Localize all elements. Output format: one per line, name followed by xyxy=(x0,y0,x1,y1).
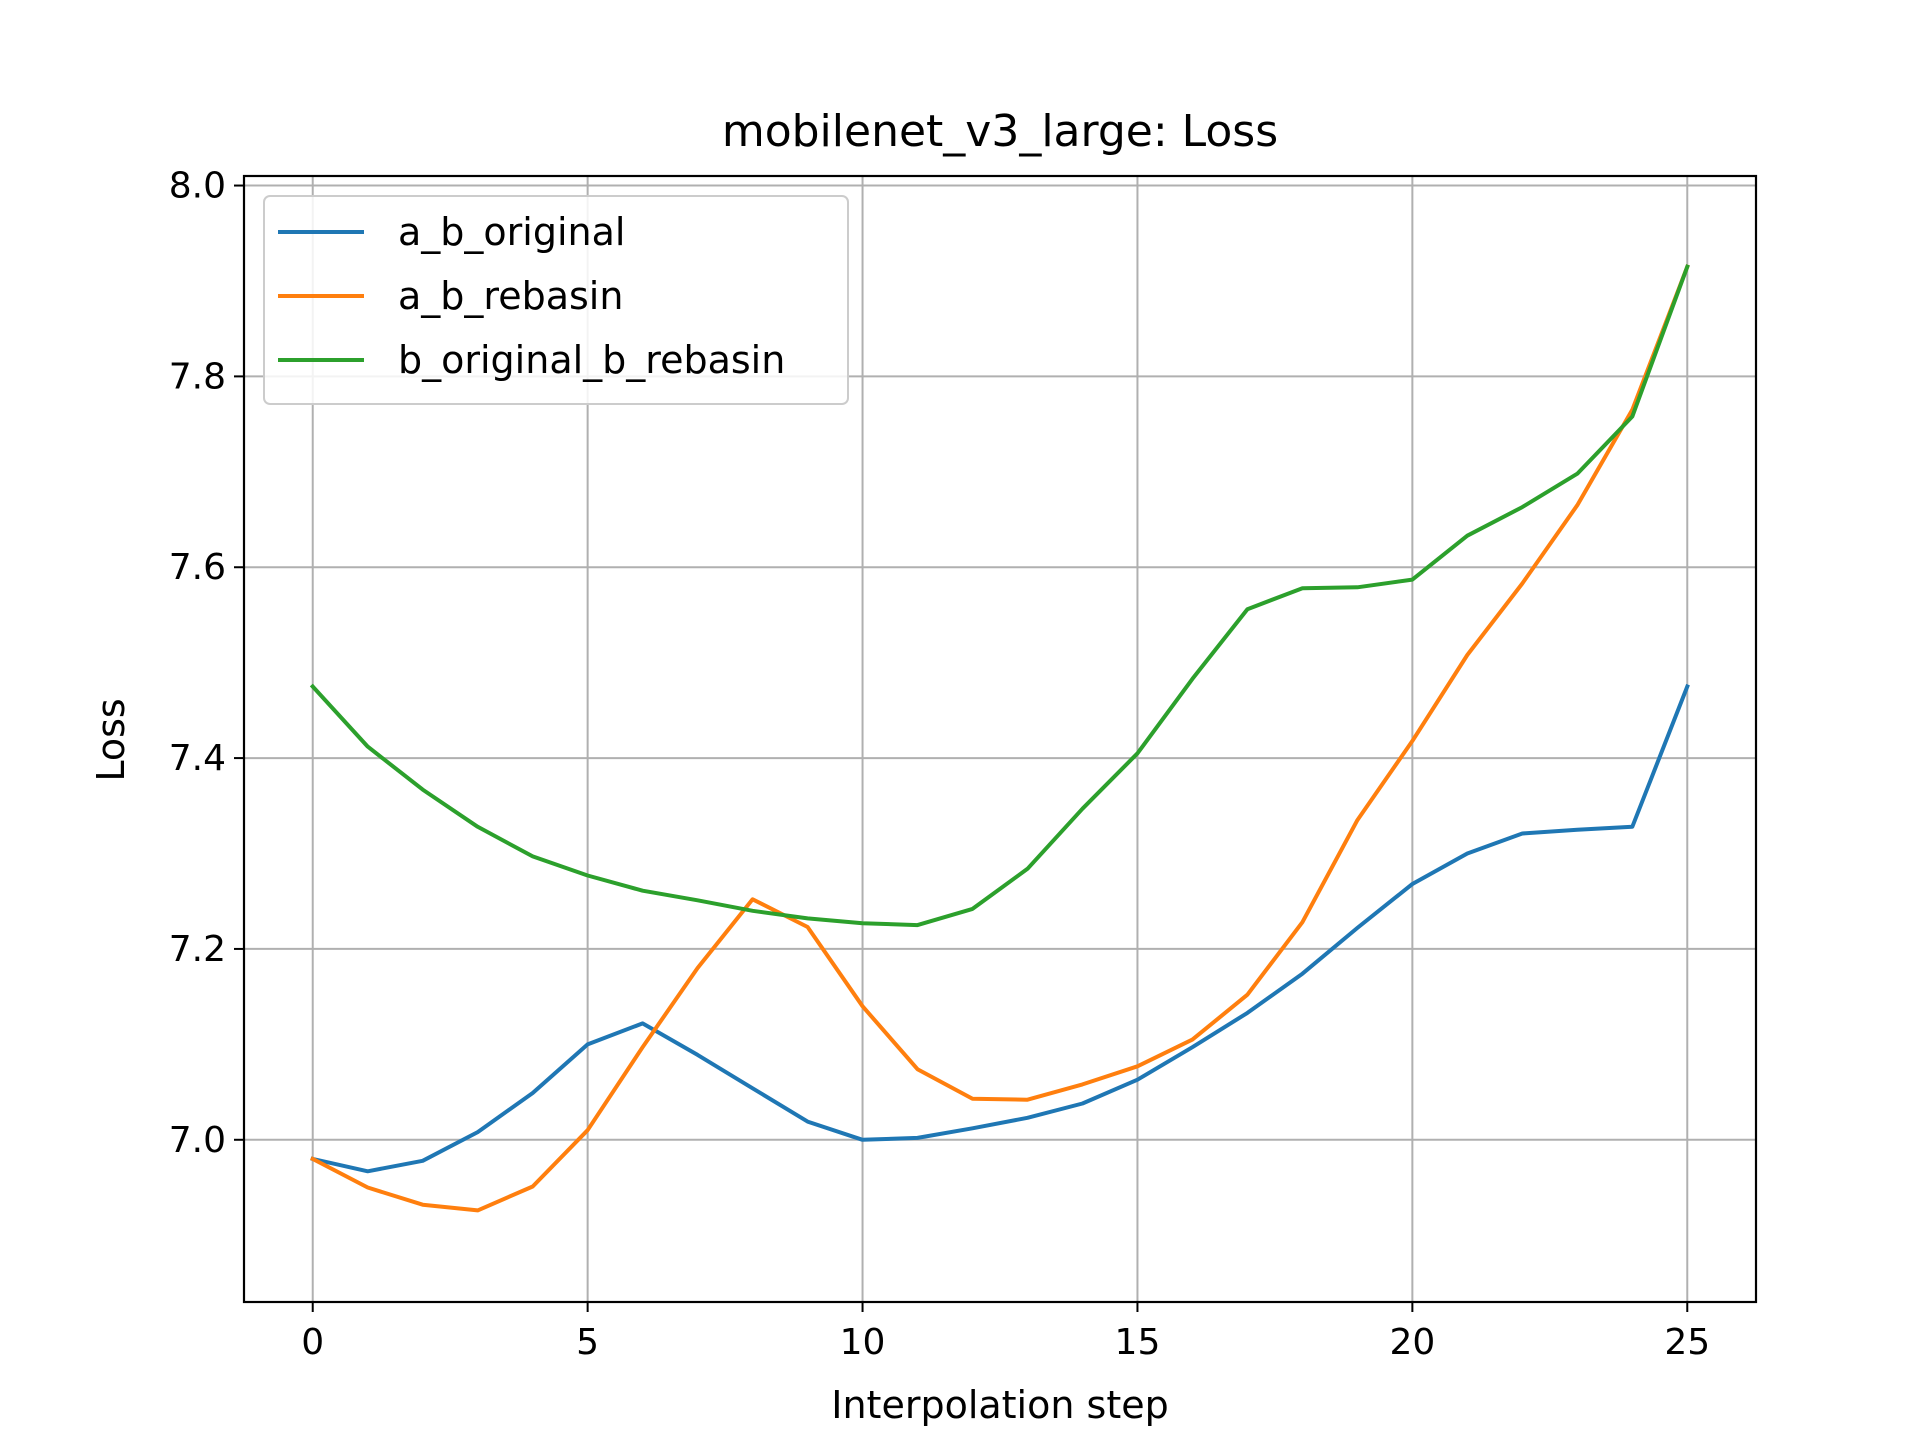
y-tick-label: 7.8 xyxy=(169,356,226,397)
series-line-a-b-original xyxy=(310,683,1690,1174)
plot-area-frame xyxy=(242,174,1758,1304)
legend-items: a_b_original a_b_rebasin b_original_b_reba… xyxy=(278,210,785,382)
x-axis-label: Interpolation step xyxy=(831,1383,1168,1427)
legend-box xyxy=(263,195,849,405)
x-tick-label: 20 xyxy=(1389,1322,1435,1363)
x-tick-label: 25 xyxy=(1664,1322,1710,1363)
y-tick-label: 7.4 xyxy=(169,738,226,779)
series-line-b-original-b-rebasin xyxy=(309,264,1690,928)
x-tick-label: 15 xyxy=(1115,1322,1161,1363)
series-line-a-b-rebasin xyxy=(310,264,1690,1213)
y-axis-label: Loss xyxy=(89,698,133,781)
y-tick-label: 7.6 xyxy=(169,547,226,588)
legend-label-b-original-b-rebasin: b_original_b_rebasin xyxy=(398,338,785,382)
chart-title: mobilenet_v3_large: Loss xyxy=(722,106,1278,157)
x-tick-label: 0 xyxy=(301,1322,324,1363)
x-tick-label: 10 xyxy=(840,1322,886,1363)
x-tick-label: 5 xyxy=(576,1322,599,1363)
series-lines xyxy=(309,264,1690,1213)
y-tick-label: 7.0 xyxy=(169,1120,226,1161)
legend-label-a-b-original: a_b_original xyxy=(398,210,625,254)
y-tick-label: 8.0 xyxy=(169,166,226,207)
legend-label-a-b-rebasin: a_b_rebasin xyxy=(398,274,623,318)
y-tick-label: 7.2 xyxy=(169,929,226,970)
axis-ticks: 0 5 10 15 20 25 7.0 7.2 7.4 7.6 7.8 8.0 xyxy=(169,166,1710,1363)
legend: a_b_original a_b_rebasin b_original_b_reba… xyxy=(263,195,849,405)
